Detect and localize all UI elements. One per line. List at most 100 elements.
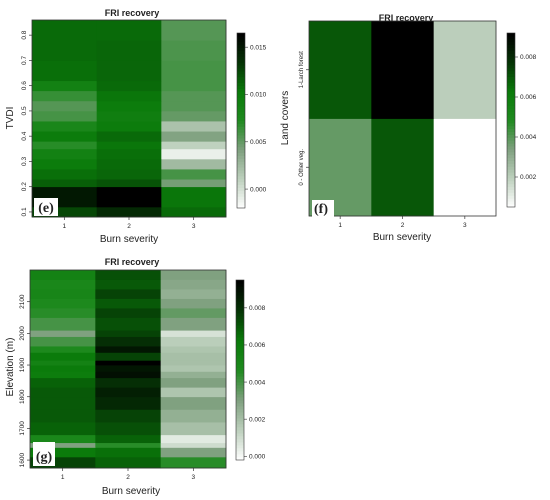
colorbar-segment (507, 175, 515, 179)
colorbar-segment (507, 195, 515, 199)
colorbar-segment (507, 163, 515, 167)
panel-e-cells (32, 20, 227, 218)
colorbar-segment (507, 53, 515, 57)
colorbar-segment (507, 50, 515, 54)
heatmap-cell (95, 279, 162, 290)
x-tick-label: 1 (338, 222, 342, 229)
heatmap-cell (160, 270, 227, 280)
heatmap-cell (30, 396, 96, 410)
colorbar-segment (237, 161, 245, 165)
colorbar-tick-label: 0.008 (249, 305, 266, 312)
heatmap-cell (161, 131, 227, 142)
colorbar-segment (237, 44, 245, 48)
colorbar-segment (507, 149, 515, 153)
heatmap-cell (96, 40, 162, 61)
heatmap-cell (30, 330, 96, 337)
heatmap-cell (32, 110, 98, 122)
panel-e-letter: (e) (38, 201, 54, 216)
heatmap-cell (161, 40, 227, 61)
colorbar-segment (507, 73, 515, 77)
panel-e-title: FRI recovery (105, 8, 160, 18)
heatmap-cell (160, 396, 227, 410)
colorbar-tick-label: 0.000 (249, 453, 266, 460)
panel-f-x-label: Burn severity (373, 232, 431, 243)
heatmap-cell (30, 447, 96, 458)
heatmap-cell (96, 100, 162, 112)
heatmap-cell (32, 179, 98, 188)
colorbar-segment (236, 451, 244, 455)
heatmap-cell (30, 456, 96, 469)
colorbar-segment (237, 103, 245, 107)
heatmap-cell (95, 346, 162, 353)
colorbar-segment (236, 283, 244, 287)
colorbar-segment (236, 322, 244, 326)
heatmap-cell (160, 360, 227, 366)
colorbar-tick-label: 0.004 (520, 134, 537, 141)
colorbar-segment (237, 76, 245, 81)
heatmap-cell (96, 169, 162, 180)
heatmap-cell (96, 179, 162, 188)
colorbar-segment (236, 445, 244, 449)
heatmap-cell (95, 387, 162, 398)
heatmap-cell (160, 387, 227, 398)
colorbar-segment (237, 146, 245, 151)
colorbar-segment (507, 64, 515, 69)
colorbar-segment (507, 172, 515, 176)
panel-e-letter-box (34, 198, 58, 216)
colorbar-segment (237, 100, 245, 104)
heatmap-cell (30, 298, 96, 309)
heatmap-cell (160, 308, 227, 318)
heatmap-cell (371, 118, 435, 217)
colorbar-segment (237, 50, 245, 54)
heatmap-cell (371, 21, 435, 119)
colorbar-segment (236, 280, 244, 284)
y-tick-label: 1700 (19, 421, 26, 436)
heatmap-cell (309, 21, 372, 119)
heatmap-cell (30, 360, 96, 366)
colorbar-segment (236, 436, 244, 440)
colorbar-segment (236, 424, 244, 428)
heatmap-cell (96, 20, 162, 41)
colorbar-segment (236, 346, 244, 350)
colorbar-segment (236, 397, 244, 401)
colorbar-segment (507, 201, 515, 205)
colorbar-segment (236, 295, 244, 299)
colorbar-segment (236, 334, 244, 338)
heatmap-cell (95, 317, 162, 331)
colorbar-segment (236, 448, 244, 452)
colorbar-segment (236, 409, 244, 413)
heatmap-cell (161, 90, 227, 102)
colorbar-segment (507, 198, 515, 202)
colorbar-tick-label: 0.006 (520, 94, 537, 101)
colorbar-segment (236, 313, 244, 317)
colorbar-segment (507, 131, 515, 135)
colorbar-segment (236, 454, 244, 458)
colorbar-segment (507, 166, 515, 170)
colorbar-segment (507, 117, 515, 121)
heatmap-cell (161, 80, 227, 92)
colorbar-segment (507, 102, 515, 106)
panel-e-x-label: Burn severity (100, 234, 158, 245)
colorbar-tick-label: 0.005 (250, 139, 267, 146)
colorbar-tick-label: 0.008 (520, 54, 537, 61)
colorbar-segment (507, 56, 515, 60)
heatmap-cell (96, 148, 162, 160)
colorbar-segment (237, 193, 245, 197)
heatmap-cell (95, 409, 162, 423)
colorbar-segment (507, 169, 515, 173)
heatmap-cell (96, 80, 162, 92)
colorbar-segment (236, 385, 244, 389)
panel-e-colorbar (236, 32, 246, 209)
colorbar-segment (507, 47, 515, 51)
y-tick-label: 2000 (19, 326, 26, 341)
y-tick-label: 1800 (19, 389, 26, 404)
colorbar-segment (237, 164, 245, 168)
colorbar-segment (236, 370, 244, 374)
panel-f-letter-box (312, 200, 334, 217)
colorbar-segment (237, 82, 245, 86)
heatmap-cell (160, 289, 227, 299)
panel-e-y-ticks: 0.1 0.2 0.3 0.4 0.5 0.6 0.7 0.8 (21, 30, 32, 216)
heatmap-cell (95, 360, 162, 366)
colorbar-segment (236, 325, 244, 329)
